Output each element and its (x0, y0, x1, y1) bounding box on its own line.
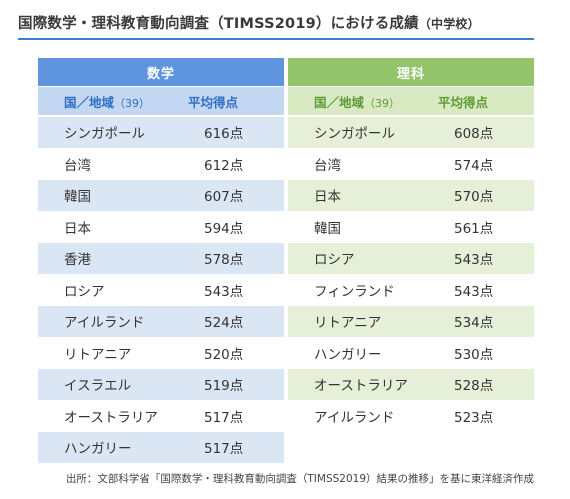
science-col-country: 国／地域（39） (288, 92, 428, 111)
science-column-header: 国／地域（39） 平均得点 (288, 87, 534, 115)
country-name: リトアニア (314, 315, 382, 332)
average-score: 594点 (204, 220, 244, 237)
math-table: 数学 国／地域（39） 平均得点 シンガポール 616点台湾 612点韓国 607点日… (38, 58, 284, 464)
table-row: 香港 578点 (38, 243, 284, 274)
table-row: オーストラリア 517点 (38, 400, 284, 431)
math-col-country-count: （39） (114, 96, 151, 110)
country-name: アイルランド (314, 409, 395, 426)
table-row: イスラエル 519点 (38, 369, 284, 400)
table-row: ハンガリー 517点 (38, 432, 284, 463)
average-score: 574点 (454, 157, 494, 174)
country-name: オーストラリア (64, 409, 158, 426)
table-row: シンガポール 616点 (38, 117, 284, 148)
average-score: 570点 (454, 189, 494, 206)
country-name: ロシア (314, 252, 355, 269)
science-table: 理科 国／地域（39） 平均得点 シンガポール 608点台湾 574点日本 570点韓… (288, 58, 534, 432)
table-row: ハンガリー 530点 (288, 337, 534, 368)
country-name: 台湾 (314, 157, 341, 174)
average-score: 543点 (454, 252, 494, 269)
table-row: 韓国 561点 (288, 211, 534, 242)
table-row: 台湾 612点 (38, 148, 284, 179)
table-row: ロシア 543点 (38, 274, 284, 305)
average-score: 517点 (204, 441, 244, 458)
country-name: シンガポール (64, 126, 145, 143)
math-rows: シンガポール 616点台湾 612点韓国 607点日本 594点香港 578点ロシア 543… (38, 117, 284, 463)
table-row: 日本 594点 (38, 211, 284, 242)
science-col-score: 平均得点 (438, 94, 489, 110)
table-row: 台湾 574点 (288, 148, 534, 179)
average-score: 616点 (204, 126, 244, 143)
country-name: 日本 (64, 220, 91, 237)
science-col-country-label: 国／地域 (314, 94, 365, 110)
average-score: 561点 (454, 220, 494, 237)
average-score: 528点 (454, 378, 494, 395)
country-name: ハンガリー (314, 346, 382, 363)
science-col-country-count: （39） (364, 96, 401, 110)
average-score: 520点 (204, 346, 244, 363)
country-name: ハンガリー (64, 441, 132, 458)
country-name: イスラエル (64, 378, 132, 395)
table-row: リトアニア 520点 (38, 337, 284, 368)
average-score: 517点 (204, 409, 244, 426)
average-score: 519点 (204, 378, 244, 395)
table-row: 韓国 607点 (38, 180, 284, 211)
math-column-header: 国／地域（39） 平均得点 (38, 87, 284, 115)
table-row: シンガポール 608点 (288, 117, 534, 148)
math-col-country-label: 国／地域 (64, 94, 115, 110)
country-name: 台湾 (64, 157, 91, 174)
math-col-country: 国／地域（39） (38, 92, 178, 111)
title-rule (18, 38, 534, 40)
average-score: 608点 (454, 126, 494, 143)
table-row: リトアニア 534点 (288, 306, 534, 337)
table-row: アイルランド 524点 (38, 306, 284, 337)
country-name: シンガポール (314, 126, 395, 143)
page-title-main: 国際数学・理科教育動向調査（TIMSS2019）における成績 (18, 16, 419, 32)
average-score: 524点 (204, 315, 244, 332)
table-row: フィンランド 543点 (288, 274, 534, 305)
country-name: リトアニア (64, 346, 132, 363)
average-score: 578点 (204, 252, 244, 269)
science-subject-header: 理科 (288, 58, 534, 86)
source-note: 出所：文部科学省「国際数学・理科教育動向調査（TIMSS2019）結果の推移」を… (65, 473, 534, 485)
table-row: オーストラリア 528点 (288, 369, 534, 400)
country-name: ロシア (64, 283, 105, 300)
country-name: アイルランド (64, 315, 145, 332)
average-score: 607点 (204, 189, 244, 206)
science-rows: シンガポール 608点 台湾 574点 日本 570点 韓国 561点 ロシア 543点 フィンラン… (288, 117, 534, 431)
country-name: 日本 (314, 189, 341, 206)
average-score: 543点 (454, 283, 494, 300)
math-col-score: 平均得点 (188, 94, 239, 110)
table-row: ロシア 543点 (288, 243, 534, 274)
page-title-paren: （中学校） (418, 17, 480, 31)
average-score: 534点 (454, 315, 494, 332)
country-name: フィンランド (314, 283, 395, 300)
average-score: 523点 (454, 409, 494, 426)
country-name: オーストラリア (314, 378, 408, 395)
country-name: 韓国 (64, 189, 91, 206)
average-score: 530点 (454, 346, 494, 363)
table-row: アイルランド 523点 (288, 400, 534, 431)
country-name: 韓国 (314, 220, 341, 237)
country-name: 香港 (64, 252, 91, 269)
math-subject-header: 数学 (38, 58, 284, 86)
average-score: 612点 (204, 157, 244, 174)
page-title: 国際数学・理科教育動向調査（TIMSS2019）における成績（中学校） (18, 12, 480, 33)
table-row: 日本 570点 (288, 180, 534, 211)
average-score: 543点 (204, 283, 244, 300)
